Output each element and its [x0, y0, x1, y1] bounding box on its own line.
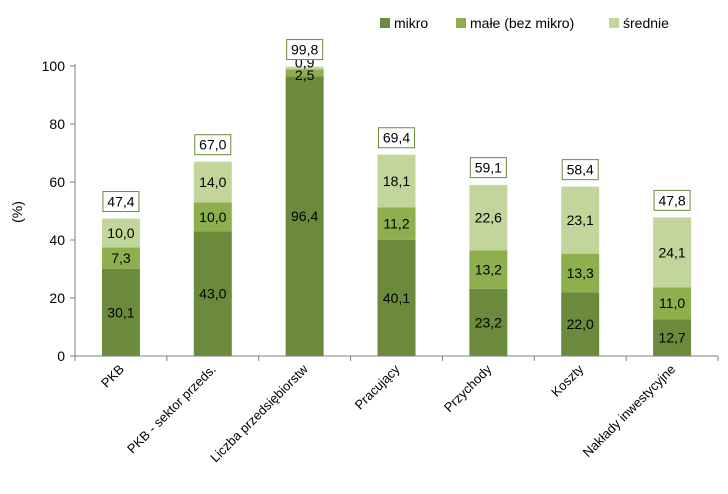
- bar-value-label: 14,0: [199, 174, 226, 190]
- bar-segment: [377, 239, 416, 356]
- bar-value-label: 12,7: [658, 330, 685, 346]
- total-value-label: 47,8: [658, 192, 685, 208]
- bar-value-label: 13,3: [567, 265, 594, 281]
- bar-segment: [285, 66, 324, 70]
- total-label-box: [653, 189, 691, 211]
- total-value-label: 58,4: [567, 162, 594, 178]
- total-label-box: [469, 157, 507, 179]
- total-label-box: [194, 134, 232, 156]
- bar-value-label: 96,4: [291, 208, 318, 224]
- bar-segment: [193, 202, 232, 232]
- bar-segment: [561, 186, 600, 254]
- legend-swatch: [456, 18, 466, 28]
- y-tick-label: 80: [49, 116, 65, 132]
- bar-value-label: 43,0: [199, 286, 226, 302]
- bar-value-label: 10,0: [199, 209, 226, 225]
- bar-value-label: 24,1: [658, 244, 685, 260]
- legend-swatch: [609, 18, 619, 28]
- total-label-box: [378, 127, 415, 149]
- bar-value-label: 23,2: [475, 314, 502, 330]
- x-category-label: Nakłady inwestycyjne: [580, 362, 678, 460]
- x-category-label: PKB - sektor przeds.: [124, 362, 219, 457]
- bar-value-label: 2,5: [295, 67, 315, 83]
- bar-segment: [469, 184, 508, 251]
- total-value-label: 69,4: [383, 130, 410, 146]
- legend-label: małe (bez mikro): [470, 15, 574, 31]
- bar-segment: [653, 217, 692, 288]
- bar-segment: [653, 287, 692, 320]
- bar-segment: [193, 161, 232, 203]
- y-tick-label: 20: [49, 290, 65, 306]
- x-category-label: Koszty: [548, 361, 587, 400]
- bar-value-label: 30,1: [107, 304, 134, 320]
- bar-segment: [101, 247, 140, 269]
- bar-value-label: 18,1: [383, 173, 410, 189]
- bar-value-label: 10,0: [107, 225, 134, 241]
- bar-segment: [285, 69, 324, 77]
- total-label-box: [286, 39, 324, 61]
- x-category-label: PKB: [98, 362, 127, 391]
- bar-segment: [653, 319, 692, 356]
- total-label-box: [561, 159, 599, 181]
- y-tick-label: 100: [42, 58, 66, 74]
- x-category-label: Pracujący: [352, 361, 403, 412]
- bar-value-label: 11,2: [383, 215, 409, 231]
- total-value-label: 99,8: [291, 42, 318, 58]
- total-value-label: 59,1: [475, 160, 502, 176]
- bar-segment: [285, 76, 324, 356]
- y-tick-label: 40: [49, 232, 65, 248]
- bar-value-label: 13,2: [475, 262, 502, 278]
- bar-value-label: 22,6: [475, 210, 502, 226]
- bar-segment: [561, 292, 600, 356]
- legend: mikro małe (bez mikro) średnie: [380, 15, 669, 31]
- bar-segment: [101, 218, 140, 248]
- y-tick-label: 60: [49, 174, 65, 190]
- bar-segment: [469, 250, 508, 289]
- bar-segment: [193, 231, 232, 356]
- total-value-label: 67,0: [199, 137, 226, 153]
- bar-segment: [469, 288, 508, 356]
- total-value-label: 47,4: [107, 194, 134, 210]
- legend-label: średnie: [623, 15, 669, 31]
- bar-value-label: 11,0: [659, 295, 685, 311]
- y-axis: 0 20 40 60 80 100: [42, 58, 76, 364]
- bars: 30,17,310,047,443,010,014,067,096,42,50,…: [101, 39, 692, 356]
- total-label-box: [102, 191, 140, 213]
- bar-segment: [561, 253, 600, 293]
- y-axis-title: (%): [9, 201, 25, 223]
- x-category-label: Przychody: [441, 361, 495, 415]
- legend-swatch: [380, 18, 390, 28]
- bar-segment: [377, 154, 416, 208]
- bar-value-label: 40,1: [383, 290, 410, 306]
- x-category-label: Liczba przedsiębiorstw: [207, 361, 311, 465]
- legend-label: mikro: [394, 15, 428, 31]
- bar-value-label: 7,3: [111, 250, 131, 266]
- bar-segment: [377, 207, 416, 240]
- bar-value-label: 22,0: [567, 316, 594, 332]
- bar-segment: [101, 268, 140, 356]
- y-tick-label: 0: [57, 348, 65, 364]
- bar-value-label: 23,1: [567, 212, 594, 228]
